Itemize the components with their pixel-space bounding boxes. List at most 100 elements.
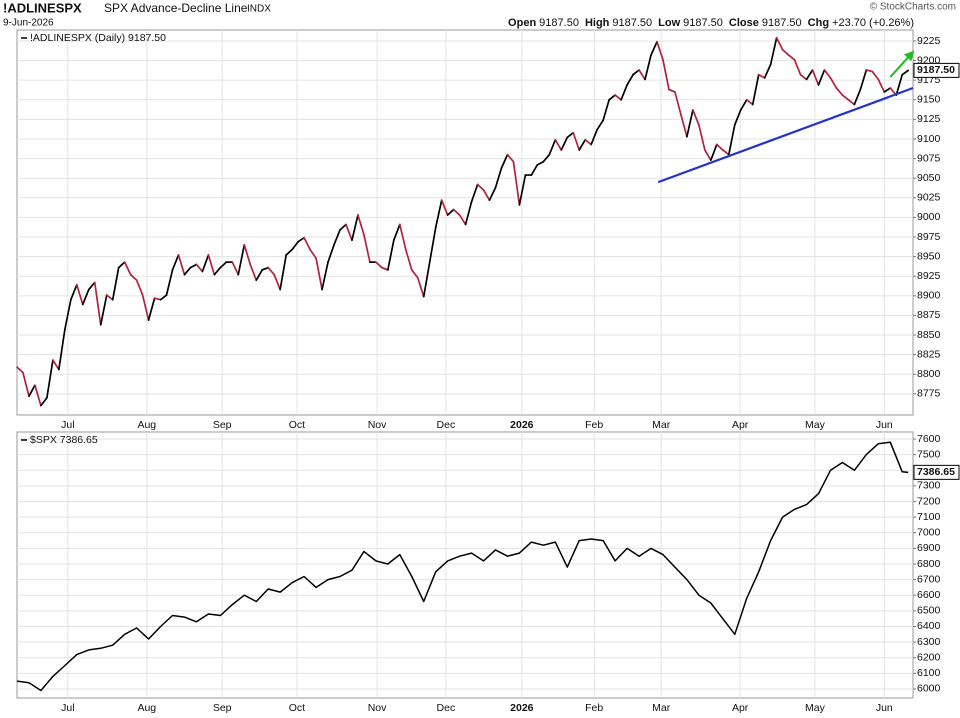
line-segment <box>446 208 455 216</box>
quote-value: 9187.50 <box>539 17 579 29</box>
line-segment <box>626 73 634 86</box>
line-segment <box>823 69 832 79</box>
line-segment <box>243 243 252 266</box>
quote: Open 9187.50 High 9187.50 Low 9187.50 Close 918… <box>508 17 914 29</box>
line-segment <box>853 88 862 106</box>
line-segment <box>500 153 509 169</box>
line-segment <box>692 109 700 126</box>
line-segment <box>650 40 658 56</box>
line-segment <box>775 36 784 51</box>
line-segment <box>87 281 96 291</box>
y-tick-label: 9100 <box>917 133 941 145</box>
y-tick-label: 6800 <box>917 558 941 570</box>
line-segment <box>309 248 317 260</box>
line-segment <box>686 109 694 138</box>
quote-label: Close <box>729 17 759 29</box>
quote-label: Chg <box>808 17 829 29</box>
line-segment <box>895 73 904 96</box>
line-segment <box>135 279 144 296</box>
y-tick-label: 6200 <box>917 651 941 663</box>
line-segment <box>404 248 413 271</box>
line-segment <box>392 223 401 241</box>
line-segment <box>171 254 180 271</box>
line-segment <box>704 149 712 162</box>
line-segment <box>159 294 168 301</box>
line-segment <box>847 98 856 106</box>
line-segment <box>608 94 616 101</box>
line-segment <box>536 160 545 166</box>
line-segment <box>183 266 192 276</box>
line-segment <box>93 281 102 326</box>
symbol: !ADLINESPX <box>3 0 82 15</box>
line-segment <box>662 58 670 91</box>
symbol-name: SPX Advance-Decline Line <box>104 1 248 15</box>
y-tick-label: 6000 <box>917 683 941 695</box>
line-segment <box>757 73 766 79</box>
y-tick-label: 8875 <box>917 309 941 321</box>
line-segment <box>428 226 437 263</box>
line-segment <box>494 167 503 189</box>
x-tick-label: Apr <box>732 702 749 714</box>
quote-label: High <box>585 17 610 29</box>
arrow <box>889 50 915 78</box>
line-segment <box>835 87 844 96</box>
last-value-label: 9187.50 <box>917 64 955 76</box>
line-segment <box>841 94 850 101</box>
y-tick-label: 9050 <box>917 172 941 184</box>
line-segment <box>901 69 910 76</box>
x-tick-label: May <box>805 419 826 431</box>
line-segment <box>596 119 605 131</box>
line-segment <box>141 294 150 321</box>
line-segment <box>883 87 892 93</box>
line-segment <box>554 138 563 151</box>
line-segment <box>34 384 42 407</box>
line-segment <box>285 248 293 256</box>
line-segment <box>506 153 515 163</box>
line-segment <box>69 283 78 301</box>
y-tick-label: 9225 <box>917 35 941 47</box>
x-tick-label: Aug <box>137 702 156 714</box>
line-segment <box>763 63 772 79</box>
line-segment <box>751 73 760 106</box>
last-value-label: 7386.65 <box>917 466 955 478</box>
x-tick-label: Oct <box>289 419 305 431</box>
line-segment <box>261 266 270 271</box>
line-segment <box>357 214 365 236</box>
x-tick-label: Apr <box>732 419 749 431</box>
line-segment <box>602 98 610 122</box>
y-tick-label: 9125 <box>917 113 941 125</box>
line-segment <box>656 40 664 61</box>
x-tick-label: Jul <box>61 419 74 431</box>
x-tick-label: Mar <box>652 702 671 714</box>
y-tick-label: 9000 <box>917 211 941 223</box>
line-segment <box>410 269 419 279</box>
y-tick-label: 8850 <box>917 329 941 341</box>
x-tick-label: 2026 <box>510 419 534 431</box>
line-segment <box>267 266 276 276</box>
line-segment <box>422 261 431 298</box>
line-segment <box>99 294 108 326</box>
line-segment <box>709 143 718 162</box>
line-segment <box>715 143 724 151</box>
line-segment <box>871 70 880 81</box>
y-tick-label: 8825 <box>917 348 941 360</box>
line-segment <box>859 69 868 91</box>
y-tick-label: 9025 <box>917 192 941 204</box>
line-segment <box>201 254 210 273</box>
line-segment <box>566 131 575 139</box>
y-tick-label: 9200 <box>917 54 941 66</box>
quote-value: 9187.50 <box>612 17 652 29</box>
line-segment <box>877 78 886 93</box>
line-segment <box>434 199 443 229</box>
line-segment <box>52 359 60 371</box>
line-segment <box>548 138 557 156</box>
line-segment <box>64 298 72 331</box>
plot-area <box>16 431 914 699</box>
date: 9-Jun-2026 <box>3 18 54 29</box>
line-segment <box>698 124 706 151</box>
line-segment <box>674 91 682 116</box>
line-segment <box>291 240 299 251</box>
line-segment <box>195 263 204 273</box>
line-segment <box>512 160 521 206</box>
line-segment <box>787 54 796 61</box>
